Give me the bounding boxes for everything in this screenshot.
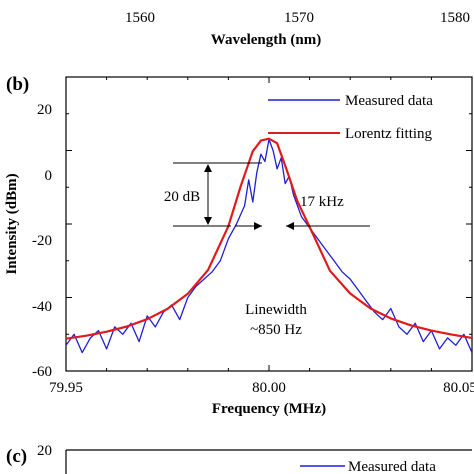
db-label-bg	[160, 187, 204, 205]
panel-a-fragment: 1560 1570 1580 Wavelength (nm)	[125, 10, 470, 48]
panel-c: (c) 20 Measured data	[6, 443, 472, 474]
linewidth-label-line2: ~850 Hz	[250, 322, 302, 338]
legend-label-measured: Measured data	[345, 93, 433, 109]
panel-b-label: (b)	[6, 74, 29, 95]
panel-b: (b) 20 0 -20 -40 -60 79.95 80.00 80.05 F…	[4, 74, 474, 417]
panel-c-label: (c)	[6, 446, 27, 467]
x-tick-label-79-95: 79.95	[49, 380, 83, 396]
legend: Measured data Lorentz fitting	[268, 93, 433, 142]
x-tick-label-80-05: 80.05	[443, 380, 474, 396]
series-lorentz-line	[65, 137, 473, 340]
panel-b-ticks	[65, 76, 473, 372]
panel-c-y-tick-label-20: 20	[37, 443, 52, 459]
linewidth-label-line1: Linewidth	[245, 302, 307, 318]
panel-b-series	[65, 137, 473, 354]
y-axis-title: Intensity (dBm)	[4, 173, 20, 274]
panel-c-legend-label: Measured data	[348, 459, 436, 474]
top-x-tick-1560: 1560	[125, 10, 155, 26]
khz-arrow-left-head	[254, 222, 262, 230]
y-tick-label-20: 20	[37, 102, 52, 118]
x-tick-label-80-00: 80.00	[252, 380, 286, 396]
db-marker-label: 20 dB	[164, 189, 200, 205]
khz-marker-label: 17 kHz	[300, 194, 344, 210]
y-tick-label-minus40: -40	[32, 299, 52, 315]
top-x-axis-title: Wavelength (nm)	[211, 32, 321, 48]
annotations	[173, 162, 370, 230]
db-marker-arrow-down	[204, 217, 212, 225]
y-tick-label-minus60: -60	[32, 364, 52, 380]
legend-label-lorentz: Lorentz fitting	[345, 126, 433, 142]
series-measured-line	[65, 138, 473, 354]
top-x-tick-1580: 1580	[440, 10, 470, 26]
x-axis-title: Frequency (MHz)	[212, 401, 326, 417]
db-marker-arrow-up	[204, 164, 212, 172]
top-x-tick-1570: 1570	[284, 10, 314, 26]
khz-arrow-right-head	[286, 222, 294, 230]
y-tick-label-minus20: -20	[32, 233, 52, 249]
y-tick-label-0: 0	[45, 168, 53, 184]
